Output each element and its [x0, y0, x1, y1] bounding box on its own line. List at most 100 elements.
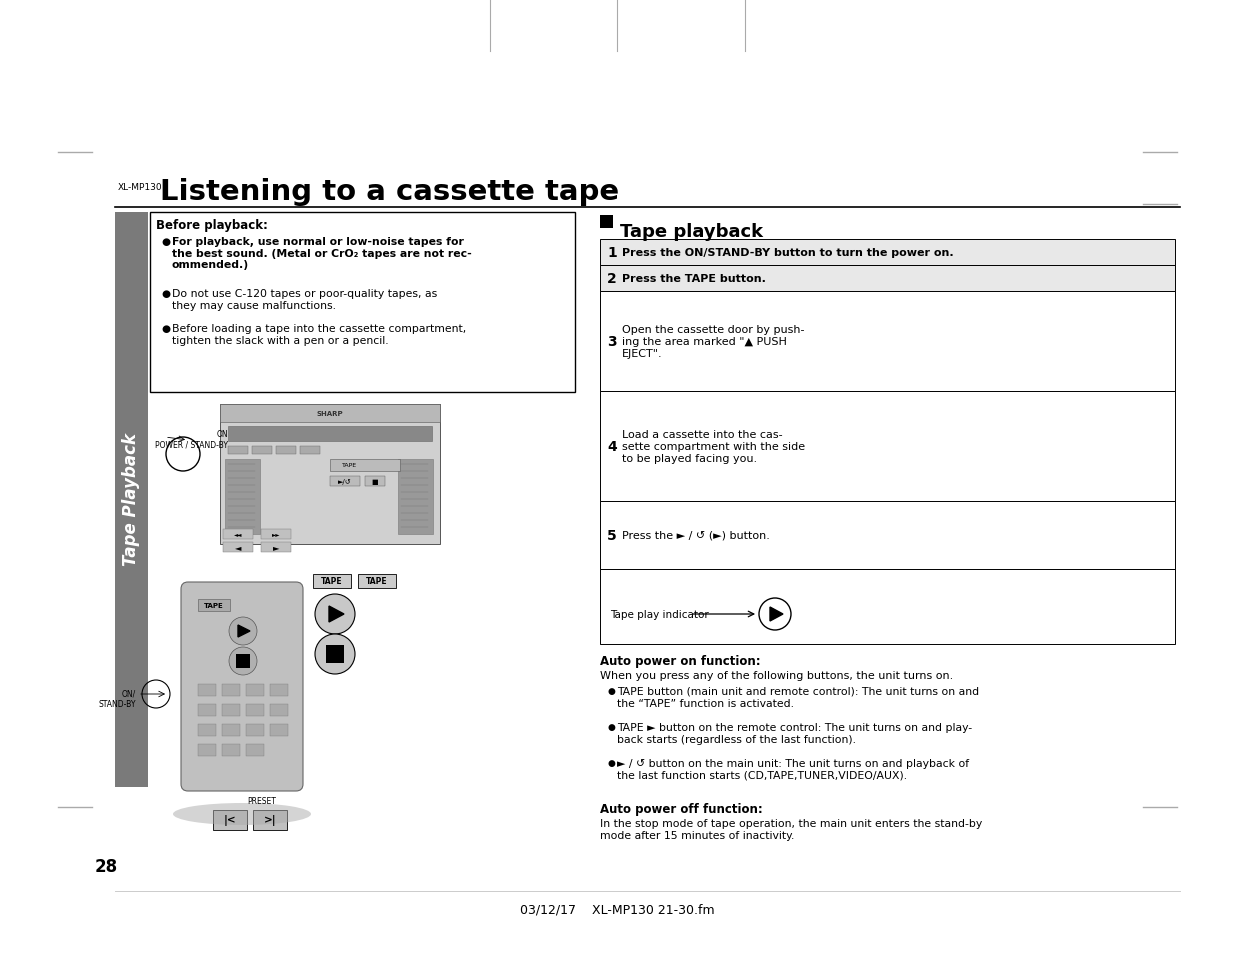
Text: Tape Playback: Tape Playback	[122, 433, 141, 566]
Text: ●: ●	[161, 289, 170, 298]
Bar	[270, 684, 288, 697]
Text: ON
POWER / STAND-BY: ON POWER / STAND-BY	[156, 430, 228, 449]
Polygon shape	[769, 607, 783, 621]
Text: In the stop mode of tape operation, the main unit enters the stand-by
mode after: In the stop mode of tape operation, the …	[600, 818, 982, 840]
Circle shape	[315, 595, 354, 635]
Bar	[253, 810, 287, 830]
Bar	[600, 292, 1174, 392]
Text: Open the cassette door by push-
ing the area marked "▲ PUSH
EJECT".: Open the cassette door by push- ing the …	[622, 325, 804, 358]
Bar	[398, 459, 433, 535]
Text: ■: ■	[372, 478, 378, 484]
Text: When you press any of the following buttons, the unit turns on.: When you press any of the following butt…	[600, 670, 953, 680]
Text: Tape play indicator: Tape play indicator	[610, 609, 709, 619]
Bar	[246, 724, 264, 737]
Polygon shape	[329, 606, 345, 622]
Bar	[261, 542, 291, 553]
Text: 3: 3	[606, 335, 616, 349]
Text: ◄: ◄	[235, 543, 241, 552]
Bar	[198, 744, 216, 757]
Text: ●: ●	[161, 324, 170, 334]
Bar	[312, 575, 351, 588]
Bar	[270, 724, 288, 737]
Bar	[222, 744, 240, 757]
Text: SHARP: SHARP	[316, 411, 343, 416]
Bar	[224, 542, 253, 553]
Text: ►►: ►►	[272, 532, 280, 537]
Circle shape	[315, 635, 354, 675]
Bar	[326, 645, 345, 663]
Bar	[236, 655, 249, 668]
FancyBboxPatch shape	[182, 582, 303, 791]
Text: PRESET: PRESET	[247, 796, 277, 805]
Circle shape	[228, 647, 257, 676]
Bar	[228, 447, 248, 455]
Ellipse shape	[173, 803, 311, 825]
Text: ►/↺: ►/↺	[338, 478, 352, 484]
Bar	[225, 459, 261, 535]
Text: ●: ●	[161, 236, 170, 247]
Bar	[600, 392, 1174, 501]
Bar	[600, 215, 613, 229]
Text: Before playback:: Before playback:	[156, 219, 268, 232]
Text: ●: ●	[606, 759, 615, 767]
Bar	[228, 427, 432, 441]
Text: Auto power on function:: Auto power on function:	[600, 655, 761, 667]
Text: 03/12/17    XL-MP130 21-30.fm: 03/12/17 XL-MP130 21-30.fm	[520, 903, 714, 916]
Text: Auto power off function:: Auto power off function:	[600, 802, 763, 815]
Text: TAPE: TAPE	[367, 577, 388, 586]
Bar	[149, 213, 576, 393]
Text: Press the ON/STAND-BY button to turn the power on.: Press the ON/STAND-BY button to turn the…	[622, 248, 953, 257]
Bar	[198, 704, 216, 717]
Bar	[222, 704, 240, 717]
Bar	[261, 530, 291, 539]
Text: TAPE: TAPE	[342, 463, 358, 468]
Text: TAPE ► button on the remote control: The unit turns on and play-
back starts (re: TAPE ► button on the remote control: The…	[618, 722, 972, 744]
Bar	[600, 240, 1174, 266]
Text: Press the ► / ↺ (►) button.: Press the ► / ↺ (►) button.	[622, 531, 769, 540]
Text: ►: ►	[273, 543, 279, 552]
Text: 1: 1	[606, 246, 616, 260]
Bar	[222, 724, 240, 737]
Bar	[330, 476, 359, 486]
Text: TAPE: TAPE	[204, 602, 224, 608]
Text: Load a cassette into the cas-
sette compartment with the side
to be played facin: Load a cassette into the cas- sette comp…	[622, 430, 805, 463]
Bar	[224, 530, 253, 539]
Bar	[246, 744, 264, 757]
Bar	[212, 810, 247, 830]
Bar	[600, 569, 1174, 644]
Text: For playback, use normal or low-noise tapes for
the best sound. (Metal or CrO₂ t: For playback, use normal or low-noise ta…	[172, 236, 472, 270]
Text: ●: ●	[606, 686, 615, 696]
Bar	[330, 459, 400, 472]
Bar	[222, 684, 240, 697]
Bar	[300, 447, 320, 455]
Bar	[198, 684, 216, 697]
Text: Before loading a tape into the cassette compartment,
tighten the slack with a pe: Before loading a tape into the cassette …	[172, 324, 467, 345]
Text: ON/
STAND-BY: ON/ STAND-BY	[99, 689, 136, 709]
Bar	[198, 599, 230, 612]
Bar	[366, 476, 385, 486]
Bar	[220, 405, 440, 544]
Text: 4: 4	[606, 439, 616, 454]
Text: |<: |<	[224, 815, 236, 825]
Bar	[600, 266, 1174, 292]
Text: Do not use C-120 tapes or poor-quality tapes, as
they may cause malfunctions.: Do not use C-120 tapes or poor-quality t…	[172, 289, 437, 311]
Text: Listening to a cassette tape: Listening to a cassette tape	[161, 178, 619, 206]
Text: ► / ↺ button on the main unit: The unit turns on and playback of
the last functi: ► / ↺ button on the main unit: The unit …	[618, 759, 969, 780]
Bar	[220, 405, 440, 422]
Bar	[246, 684, 264, 697]
Circle shape	[228, 618, 257, 645]
Text: 5: 5	[606, 529, 616, 542]
Text: 2: 2	[606, 272, 616, 286]
Bar	[270, 704, 288, 717]
Bar	[115, 213, 148, 787]
Text: TAPE: TAPE	[321, 577, 343, 586]
Text: TAPE button (main unit and remote control): The unit turns on and
the “TAPE” fun: TAPE button (main unit and remote contro…	[618, 686, 979, 708]
Bar	[198, 724, 216, 737]
Bar	[252, 447, 272, 455]
Bar	[358, 575, 396, 588]
Bar	[600, 501, 1174, 569]
Text: ◄◄: ◄◄	[233, 532, 242, 537]
Polygon shape	[238, 625, 249, 638]
Text: Press the TAPE button.: Press the TAPE button.	[622, 274, 766, 284]
Text: Tape playback: Tape playback	[620, 223, 763, 241]
